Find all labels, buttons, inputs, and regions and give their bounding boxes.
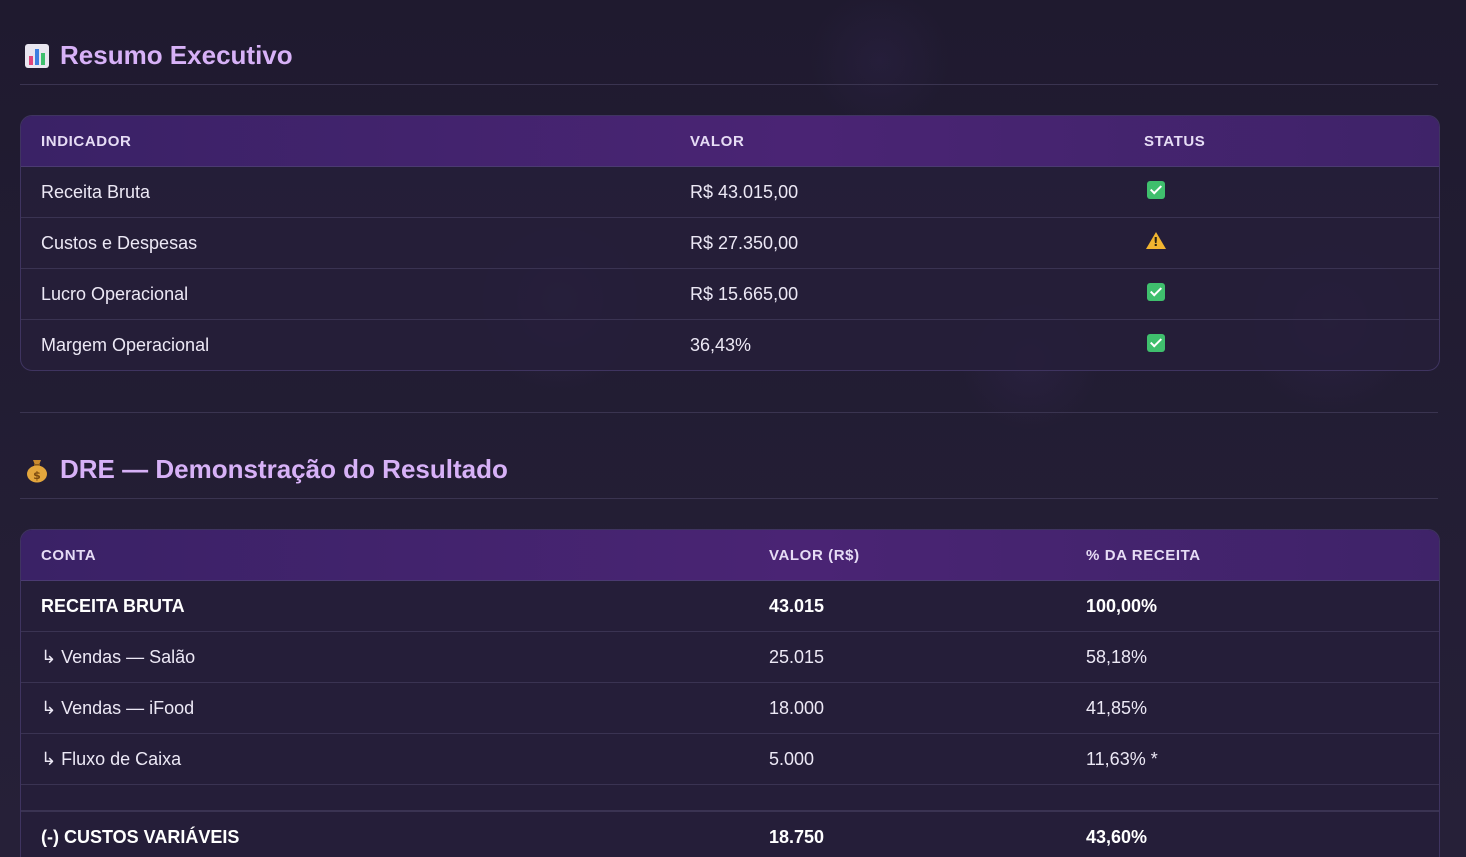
header-valor: VALOR (R$) xyxy=(769,546,860,564)
check-icon xyxy=(1147,180,1165,199)
table-header: INDICADOR VALOR STATUS xyxy=(21,116,1439,167)
resumo-section-title: Resumo Executivo xyxy=(24,40,293,71)
dre-title-text: DRE — Demonstração do Resultado xyxy=(60,454,508,484)
cell-conta: (-) CUSTOS VARIÁVEIS xyxy=(41,826,240,847)
table-row: ↳ Fluxo de Caixa 5.000 11,63% * xyxy=(21,734,1439,785)
header-indicador: INDICADOR xyxy=(41,132,132,150)
cell-percent: 100,00% xyxy=(1086,595,1158,616)
table-row: (-) CUSTOS VARIÁVEIS 18.750 43,60% xyxy=(21,811,1439,857)
cell-indicador: Lucro Operacional xyxy=(41,283,189,304)
cell-valor: R$ 15.665,00 xyxy=(690,283,799,304)
cell-valor: 36,43% xyxy=(690,334,752,355)
warning-icon xyxy=(1146,232,1166,249)
cell-percent: 11,63% * xyxy=(1086,748,1158,769)
cell-valor: 18.750 xyxy=(769,826,825,847)
money-bag-icon: $ xyxy=(24,457,50,483)
cell-valor: 25.015 xyxy=(769,646,825,667)
resumo-title-text: Resumo Executivo xyxy=(60,40,293,70)
cell-percent: 58,18% xyxy=(1086,646,1148,667)
svg-text:$: $ xyxy=(33,469,41,482)
table-row: RECEITA BRUTA 43.015 100,00% xyxy=(21,581,1439,632)
divider xyxy=(20,498,1438,499)
table-row: ↳ Vendas — iFood 18.000 41,85% xyxy=(21,683,1439,734)
bar-chart-icon xyxy=(24,43,50,69)
table-row: Lucro Operacional R$ 15.665,00 xyxy=(21,269,1439,320)
cell-valor: R$ 43.015,00 xyxy=(690,181,799,202)
cell-valor: 43.015 xyxy=(769,595,825,616)
resumo-table: INDICADOR VALOR STATUS Receita Bruta R$ … xyxy=(20,115,1440,371)
cell-conta: ↳ Vendas — Salão xyxy=(41,646,196,667)
cell-indicador: Custos e Despesas xyxy=(41,232,198,253)
dre-table: CONTA VALOR (R$) % DA RECEITA RECEITA BR… xyxy=(20,529,1440,857)
table-header: CONTA VALOR (R$) % DA RECEITA xyxy=(21,530,1439,581)
cell-percent: 43,60% xyxy=(1086,826,1148,847)
table-row: Margem Operacional 36,43% xyxy=(21,320,1439,370)
dre-section-title: $ DRE — Demonstração do Resultado xyxy=(24,454,508,485)
cell-conta: ↳ Vendas — iFood xyxy=(41,697,195,718)
table-row: Custos e Despesas R$ 27.350,00 xyxy=(21,218,1439,269)
header-percent: % DA RECEITA xyxy=(1086,546,1201,564)
table-row: ↳ Vendas — Salão 25.015 58,18% xyxy=(21,632,1439,683)
cell-conta: ↳ Fluxo de Caixa xyxy=(41,748,182,769)
check-icon xyxy=(1147,282,1165,301)
cell-valor: R$ 27.350,00 xyxy=(690,232,799,253)
cell-percent: 41,85% xyxy=(1086,697,1148,718)
check-icon xyxy=(1147,333,1165,352)
table-row: Receita Bruta R$ 43.015,00 xyxy=(21,167,1439,218)
cell-indicador: Receita Bruta xyxy=(41,181,151,202)
header-status: STATUS xyxy=(1144,132,1206,150)
cell-valor: 18.000 xyxy=(769,697,825,718)
header-valor: VALOR xyxy=(690,132,745,150)
cell-indicador: Margem Operacional xyxy=(41,334,210,355)
cell-valor: 5.000 xyxy=(769,748,815,769)
header-conta: CONTA xyxy=(41,546,97,564)
cell-conta: RECEITA BRUTA xyxy=(41,595,185,616)
section-divider xyxy=(20,412,1438,413)
divider xyxy=(20,84,1438,85)
spacer-row xyxy=(21,785,1439,811)
